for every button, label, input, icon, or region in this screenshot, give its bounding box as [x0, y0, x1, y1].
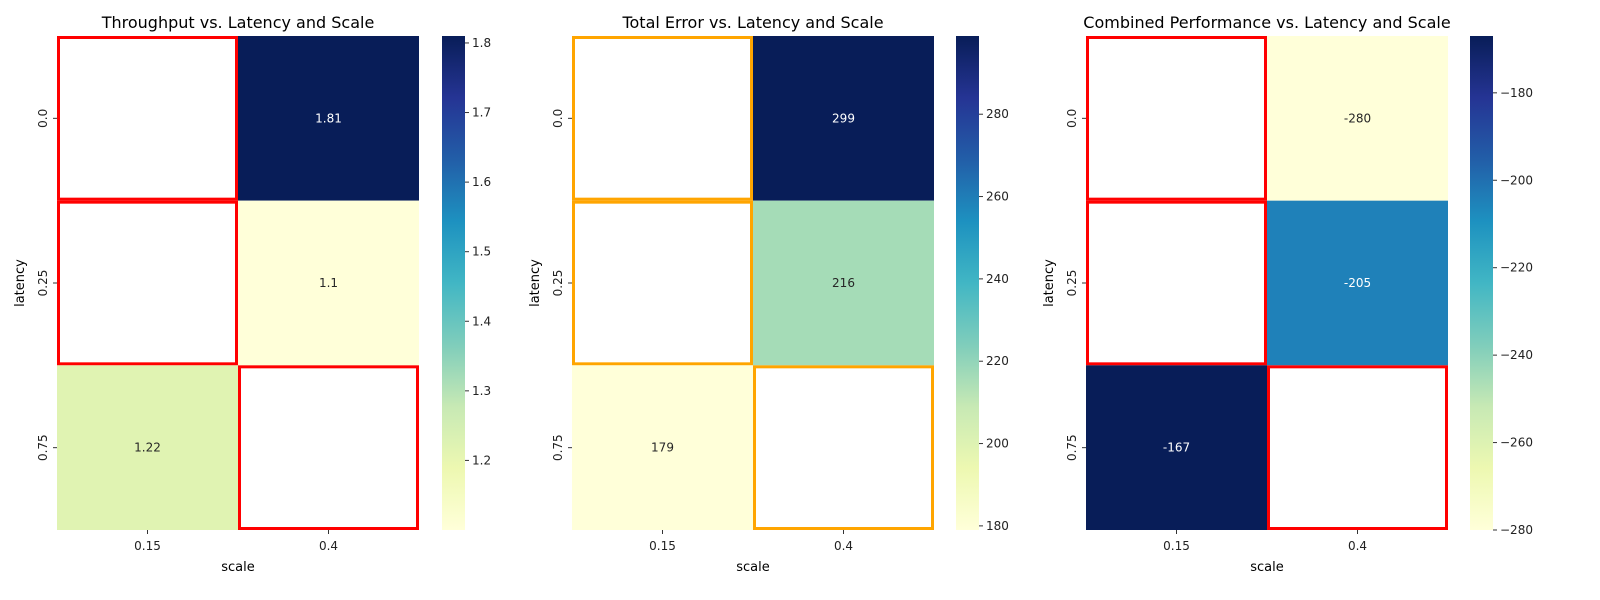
colorbar-tick-label: 1.6 [472, 175, 491, 189]
chart-title: Throughput vs. Latency and Scale [101, 13, 375, 32]
colorbar-tick-label: 1.7 [472, 106, 491, 120]
cell-value-label: 1.1 [319, 276, 338, 290]
missing-cell [753, 365, 934, 531]
colorbar [442, 36, 465, 530]
colorbar [1470, 36, 1493, 530]
colorbar-tick-label: 240 [986, 272, 1009, 286]
colorbar-tick-label: 220 [986, 354, 1009, 368]
missing-cell [57, 200, 238, 366]
cell-value-label: 1.81 [315, 111, 342, 125]
colorbar-tick-label: 280 [986, 107, 1009, 121]
cell-value-label: -167 [1163, 441, 1190, 455]
heatmap-panel-2: Total Error vs. Latency and Scale 299 216 1… [528, 13, 1009, 575]
cell-value-label: 179 [651, 441, 674, 455]
heatmap-cell [753, 200, 934, 366]
missing-cell [238, 365, 419, 531]
y-tick-label: 0.25 [36, 270, 50, 297]
x-tick-label: 0.4 [1348, 539, 1367, 553]
heatmap-cell [238, 200, 419, 366]
y-tick-label: 0.0 [551, 109, 565, 128]
chart-title: Total Error vs. Latency and Scale [621, 13, 883, 32]
colorbar-tick-label: −220 [1500, 261, 1533, 275]
colorbar-tick-label: 1.8 [472, 36, 491, 50]
colorbar [956, 36, 979, 530]
x-axis-label: scale [736, 560, 770, 575]
heatmap-cell [1267, 200, 1448, 366]
x-axis-label: scale [221, 560, 255, 575]
x-tick-label: 0.15 [1163, 539, 1190, 553]
missing-cell [1086, 200, 1267, 366]
heatmap-cell [572, 365, 753, 530]
colorbar-tick-label: −240 [1500, 348, 1533, 362]
colorbar-tick-label: −200 [1500, 173, 1533, 187]
heatmap-panel-3: Combined Performance vs. Latency and Sca… [1042, 13, 1533, 575]
cell-value-label: -280 [1344, 111, 1371, 125]
cell-value-label: 1.22 [134, 441, 161, 455]
y-tick-label: 0.75 [551, 434, 565, 461]
y-tick-label: 0.0 [1065, 109, 1079, 128]
colorbar-tick-label: −260 [1500, 436, 1533, 450]
missing-cell [572, 200, 753, 366]
x-tick-label: 0.4 [834, 539, 853, 553]
heatmap-cell [238, 36, 419, 201]
heatmap-cell [57, 365, 238, 530]
x-tick-label: 0.15 [649, 539, 676, 553]
y-tick-label: 0.75 [1065, 434, 1079, 461]
colorbar-tick-label: 200 [986, 437, 1009, 451]
colorbar-tick-label: 1.3 [472, 384, 491, 398]
colorbar-tick-label: 1.4 [472, 314, 491, 328]
y-axis-label: latency [13, 259, 28, 307]
heatmap-cell [1267, 36, 1448, 201]
missing-cell [572, 36, 753, 201]
cell-value-label: -205 [1344, 276, 1371, 290]
x-axis-label: scale [1250, 560, 1284, 575]
heatmap-cell [1086, 365, 1267, 530]
missing-cell [57, 36, 238, 201]
colorbar-tick-label: −180 [1500, 86, 1533, 100]
chart-title: Combined Performance vs. Latency and Sca… [1083, 13, 1450, 32]
y-tick-label: 0.25 [1065, 270, 1079, 297]
y-tick-label: 0.75 [36, 434, 50, 461]
cell-value-label: 299 [832, 111, 855, 125]
missing-cell [1086, 36, 1267, 201]
x-tick-label: 0.4 [319, 539, 338, 553]
y-axis-label: latency [528, 259, 543, 307]
y-tick-label: 0.0 [36, 109, 50, 128]
y-axis-label: latency [1042, 259, 1057, 307]
colorbar-tick-label: 1.2 [472, 453, 491, 467]
colorbar-tick-label: 180 [986, 519, 1009, 533]
colorbar-tick-label: −280 [1500, 523, 1533, 537]
heatmap-panel-1: Throughput vs. Latency and Scale 1.81 1.1 1… [13, 13, 491, 575]
colorbar-tick-label: 260 [986, 190, 1009, 204]
cell-value-label: 216 [832, 276, 855, 290]
heatmap-cell [753, 36, 934, 201]
x-tick-label: 0.15 [134, 539, 161, 553]
colorbar-tick-label: 1.5 [472, 245, 491, 259]
y-tick-label: 0.25 [551, 270, 565, 297]
missing-cell [1267, 365, 1448, 531]
